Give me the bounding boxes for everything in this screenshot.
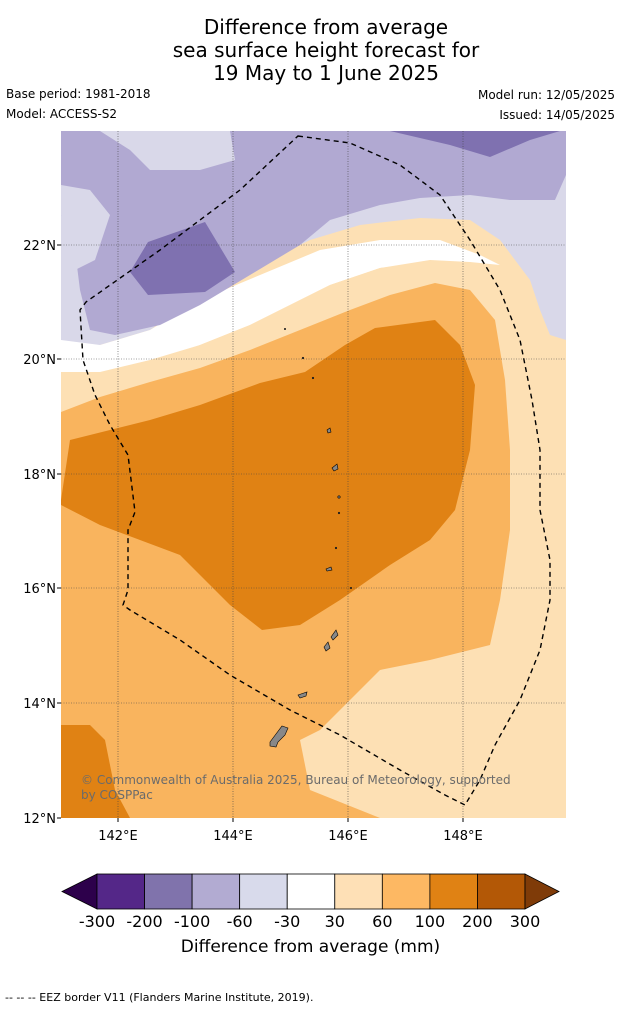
colorbar-segment <box>477 873 526 910</box>
base-period-text: Base period: 1981-2018 <box>6 87 151 101</box>
colorbar-segment <box>96 873 145 910</box>
island-tinian <box>323 641 331 652</box>
colorbar-segment <box>334 873 383 910</box>
region-purple-light-left <box>61 185 110 270</box>
copyright-line-1: © Commonwealth of Australia 2025, Bureau… <box>81 773 511 787</box>
colorbar-segment <box>144 873 193 910</box>
axis-ticks <box>57 244 464 822</box>
region-white <box>61 240 500 372</box>
lon-label: 146°E <box>328 829 368 844</box>
colorbar-tick-label: -200 <box>126 912 163 931</box>
latitude-labels: 22°N 20°N 18°N 16°N 14°N 12°N <box>23 239 56 827</box>
colorbar-tick-label: 60 <box>372 912 393 931</box>
colorbar-tick-label: -60 <box>226 912 253 931</box>
island-agrihan <box>326 427 332 434</box>
eez-border <box>79 135 551 806</box>
island-pagan <box>331 463 339 472</box>
title-line-3: 19 May to 1 June 2025 <box>213 61 439 85</box>
colorbar-segment <box>429 873 478 910</box>
lat-label: 12°N <box>23 812 56 827</box>
island-guam <box>269 725 289 748</box>
footer-note: -- -- -- EEZ border V11 (Flanders Marine… <box>5 991 314 1004</box>
region-purple-dark-northeast <box>390 131 560 157</box>
lat-label: 18°N <box>23 468 56 483</box>
region-purple-dark-west <box>130 222 235 295</box>
island-guguan <box>337 511 341 515</box>
lat-label: 20°N <box>23 353 56 368</box>
island-farallon-de-pajaros <box>283 327 286 330</box>
issued-text: Issued: 14/05/2025 <box>499 108 615 122</box>
model-text: Model: ACCESS-S2 <box>6 107 118 121</box>
title-line-1: Difference from average <box>203 15 449 39</box>
colorbar-tick-label: 100 <box>414 912 446 931</box>
model-run-text: Model run: 12/05/2025 <box>477 88 615 102</box>
colorbar-segment <box>286 873 336 910</box>
region-orange-dark-southwest <box>61 725 130 818</box>
lon-label: 142°E <box>98 829 138 844</box>
title-line-2: sea surface height forecast for <box>172 38 480 62</box>
island-rota <box>297 691 308 699</box>
colorbar-tick-label: -300 <box>78 912 116 931</box>
island-farallon-de-medinilla <box>349 586 352 589</box>
island-anatahan <box>325 566 333 572</box>
copyright-line-2: by COSPPac <box>81 788 153 802</box>
colorbar-tick-label: 30 <box>324 912 345 931</box>
map-plot-area: © Commonwealth of Australia 2025, Bureau… <box>61 131 566 818</box>
region-purple-light-top <box>100 131 235 170</box>
lat-label: 14°N <box>23 697 56 712</box>
chart-title: Difference from average sea surface heig… <box>0 16 621 85</box>
colorbar-tick-label: 200 <box>462 912 493 931</box>
island-saipan <box>330 629 339 641</box>
region-orange-dark <box>61 320 475 630</box>
colorbar-tick-label: 300 <box>509 912 541 931</box>
colorbar-tick-label: -30 <box>274 912 301 931</box>
colorbar-title: Difference from average (mm) <box>180 937 441 957</box>
island-alamagan <box>337 495 341 499</box>
graticule <box>61 131 566 818</box>
island-asuncion <box>311 376 315 380</box>
colorbar-segment <box>191 873 241 910</box>
lon-label: 148°E <box>443 829 483 844</box>
island-sarigan <box>334 546 338 550</box>
colorbar-extend-high <box>524 873 560 910</box>
island-maug <box>301 356 305 360</box>
lat-label: 22°N <box>23 239 56 254</box>
longitude-labels: 142°E 144°E 146°E 148°E <box>98 829 483 844</box>
islands <box>269 327 352 748</box>
colorbar-tick-label: -100 <box>173 912 211 931</box>
colorbar-segment <box>239 873 288 910</box>
lon-label: 144°E <box>213 829 253 844</box>
colorbar <box>61 873 560 910</box>
colorbar-segment <box>381 873 431 910</box>
lat-label: 16°N <box>23 582 56 597</box>
colorbar-extend-low <box>61 873 98 910</box>
